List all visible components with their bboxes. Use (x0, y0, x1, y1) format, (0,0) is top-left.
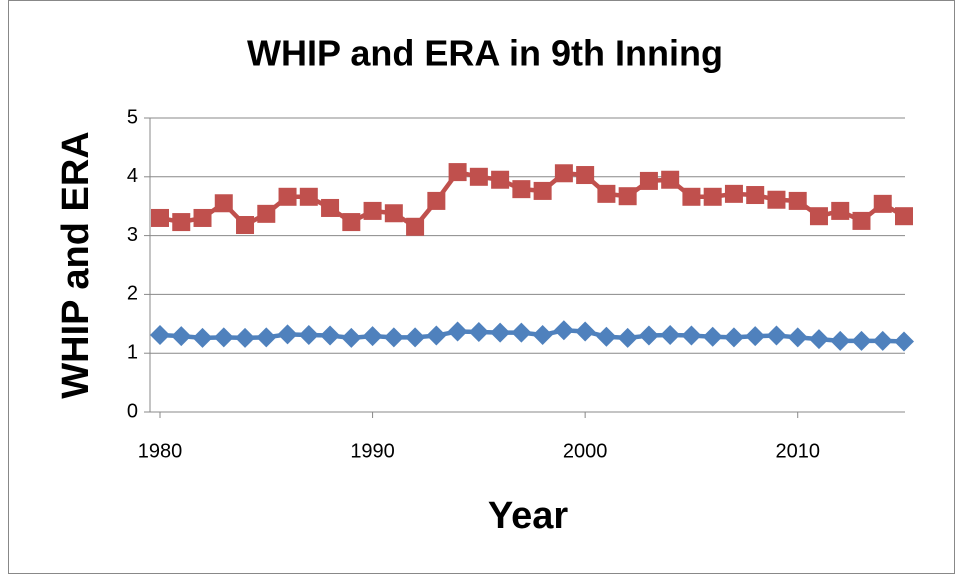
diamond-marker (192, 327, 213, 348)
square-marker (406, 217, 425, 236)
diamond-marker (638, 325, 659, 346)
x-axis-label: Year (488, 495, 569, 537)
x-tick-label: 2000 (563, 440, 608, 462)
y-tick-label: 5 (127, 106, 138, 128)
y-tick-label: 2 (127, 283, 138, 305)
square-marker (278, 187, 297, 206)
diamond-marker (532, 324, 553, 345)
diamond-marker (150, 324, 170, 345)
diamond-marker (341, 327, 362, 348)
y-axis-label: WHIP and ERA (55, 131, 97, 398)
diamond-marker (681, 325, 702, 346)
diamond-marker (808, 329, 829, 350)
diamond-marker (405, 327, 426, 348)
diamond-marker (872, 330, 893, 351)
x-tick-label: 1980 (138, 440, 183, 462)
square-marker (852, 211, 871, 230)
diamond-marker (787, 327, 808, 348)
diamond-marker (851, 330, 872, 351)
square-marker (193, 208, 212, 227)
diamond-marker (277, 324, 298, 345)
x-tick-label: 2010 (775, 440, 820, 462)
diamond-marker (575, 321, 596, 342)
diamond-marker (702, 326, 723, 347)
square-marker (257, 204, 276, 223)
diamond-marker (171, 326, 192, 347)
square-marker (342, 213, 361, 232)
diamond-marker (490, 322, 511, 343)
diamond-marker (894, 331, 914, 352)
square-marker (809, 207, 828, 226)
square-marker (682, 187, 701, 206)
diamond-marker (298, 324, 319, 345)
square-marker (831, 201, 850, 220)
square-marker (172, 213, 191, 232)
square-marker (469, 167, 488, 186)
diamond-marker (320, 325, 341, 346)
diamond-marker (766, 325, 787, 346)
square-marker (554, 164, 573, 183)
chart-frame (8, 0, 955, 574)
square-marker (724, 184, 743, 203)
square-marker (618, 187, 637, 206)
diamond-marker (660, 324, 681, 345)
diamond-marker (511, 322, 532, 343)
square-marker (873, 194, 892, 213)
chart-title: WHIP and ERA in 9th Inning (247, 33, 723, 74)
square-marker (151, 208, 169, 227)
diamond-marker (553, 320, 574, 341)
square-marker (363, 201, 382, 220)
square-marker (427, 191, 446, 210)
x-tick-label: 1990 (350, 440, 395, 462)
diamond-marker (596, 326, 617, 347)
diamond-marker (235, 327, 256, 348)
y-tick-label: 1 (127, 341, 138, 363)
square-marker (703, 187, 722, 206)
square-marker (384, 204, 403, 223)
square-marker (895, 207, 913, 226)
square-marker (639, 171, 658, 190)
square-marker (767, 190, 786, 209)
diamond-marker (256, 327, 277, 348)
diamond-marker (723, 327, 744, 348)
diamond-marker (617, 327, 638, 348)
square-marker (321, 198, 340, 217)
square-marker (214, 194, 233, 213)
y-tick-label: 3 (127, 224, 138, 246)
diamond-marker (426, 325, 447, 346)
square-marker (788, 191, 807, 210)
square-marker (448, 163, 467, 182)
square-marker (746, 186, 765, 205)
square-marker (597, 184, 616, 203)
diamond-marker (468, 322, 489, 343)
diamond-marker (213, 327, 234, 348)
square-marker (299, 187, 318, 206)
diamond-marker (830, 330, 851, 351)
square-marker (512, 180, 531, 199)
square-marker (576, 166, 595, 185)
y-tick-label: 0 (127, 400, 138, 422)
diamond-marker (362, 326, 383, 347)
square-marker (236, 216, 255, 235)
square-marker (661, 170, 680, 189)
y-tick-label: 4 (127, 165, 138, 187)
diamond-marker (383, 327, 404, 348)
diamond-marker (447, 321, 468, 342)
diamond-marker (745, 326, 766, 347)
square-marker (533, 181, 552, 200)
square-marker (491, 170, 510, 189)
